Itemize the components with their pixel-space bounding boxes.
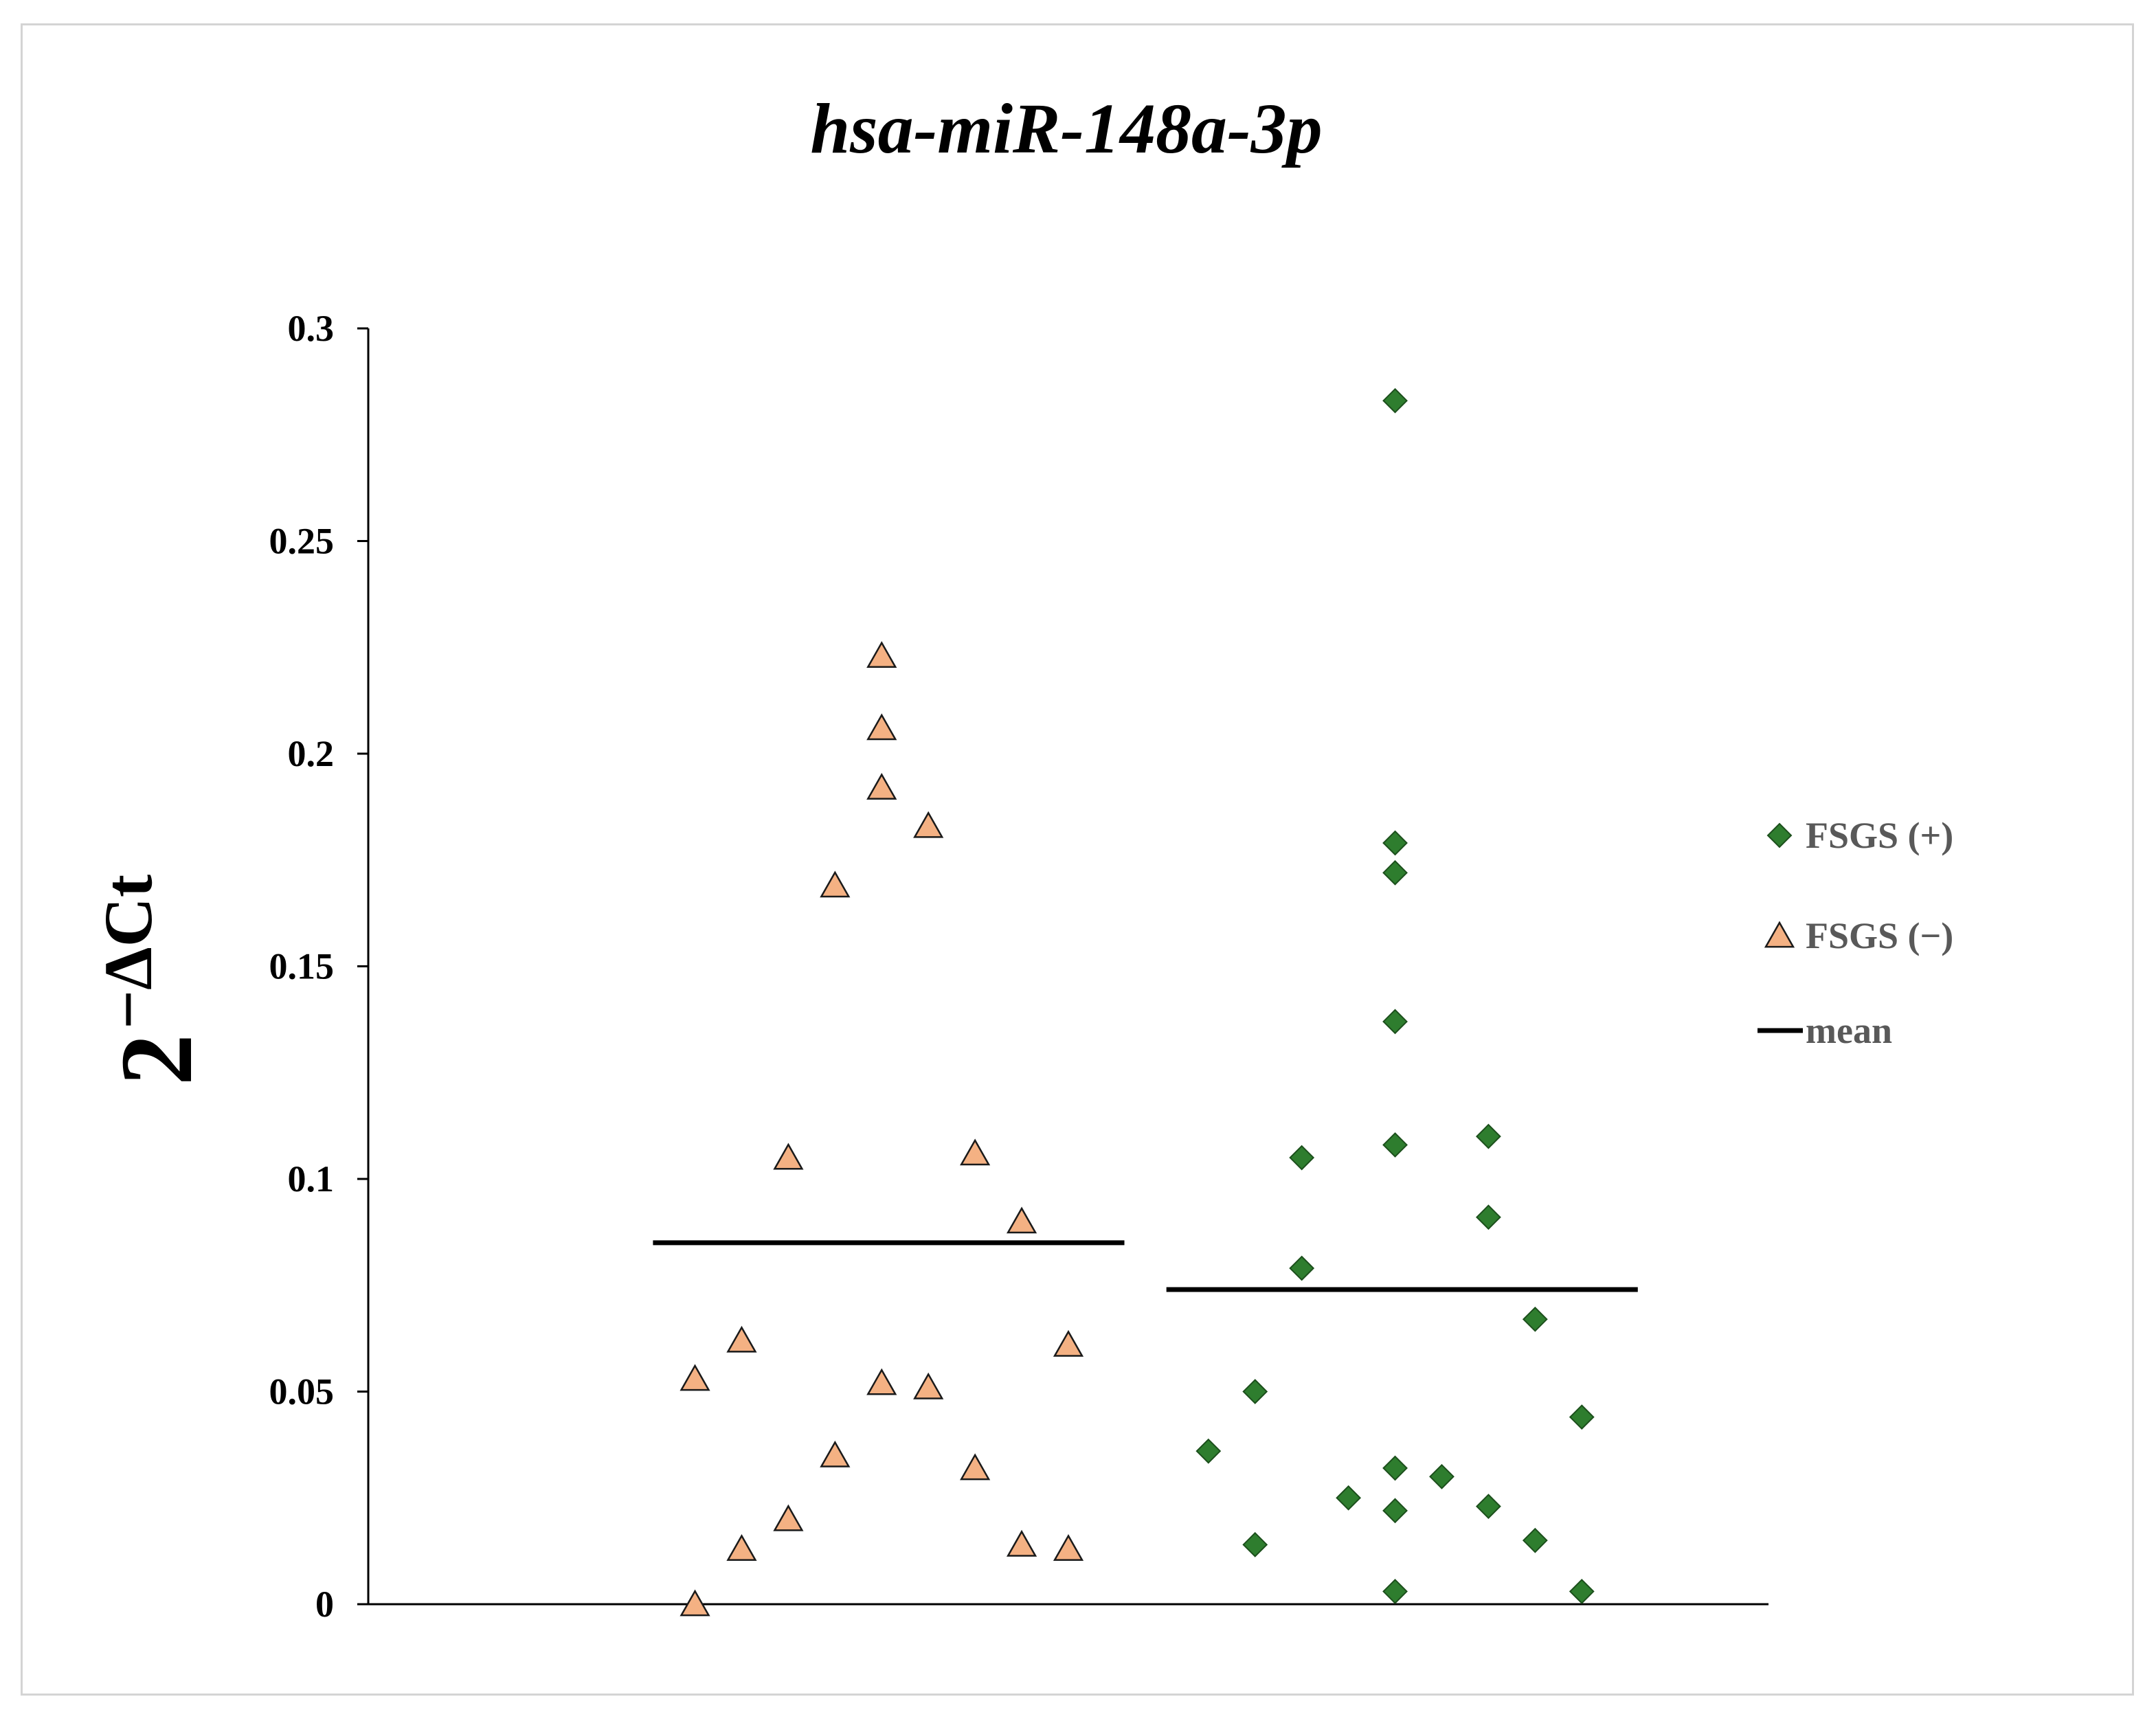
data-point-fsgs-negative [680, 1589, 710, 1617]
y-tick-label: 0 [315, 1584, 334, 1625]
y-tick-label: 0.3 [288, 308, 335, 349]
data-point-fsgs-negative [866, 1368, 897, 1395]
legend-label: FSGS (+) [1806, 815, 1953, 856]
data-point-fsgs-positive [1195, 1438, 1222, 1464]
data-point-fsgs-positive [1289, 1145, 1315, 1171]
data-point-fsgs-positive [1475, 1494, 1501, 1520]
data-point-fsgs-negative [680, 1364, 710, 1391]
data-point-fsgs-positive [1522, 1306, 1548, 1332]
chart-title: hsa-miR-148a-3p [810, 89, 1322, 168]
data-point-fsgs-positive [1382, 1498, 1408, 1524]
data-point-fsgs-negative [1053, 1329, 1084, 1357]
legend: FSGS (+) FSGS (−) mean [1758, 815, 1953, 1051]
legend-diamond-icon [1766, 822, 1793, 848]
y-axis-label: 2 −ΔCt [90, 875, 214, 1086]
data-point-fsgs-positive [1429, 1463, 1455, 1489]
data-point-fsgs-positive [1382, 387, 1408, 414]
data-point-fsgs-negative [866, 713, 897, 741]
legend-label: FSGS (−) [1806, 915, 1953, 956]
data-point-fsgs-negative [1006, 1206, 1037, 1234]
data-point-fsgs-positive [1382, 1132, 1408, 1158]
data-point-fsgs-negative [913, 1372, 944, 1399]
y-axis-label-exponent: −ΔCt [90, 875, 166, 1029]
data-point-fsgs-positive [1382, 1455, 1408, 1481]
data-point-fsgs-positive [1475, 1204, 1501, 1230]
data-point-fsgs-positive [1242, 1379, 1268, 1404]
data-point-fsgs-positive [1382, 830, 1408, 856]
y-tick-label: 0.25 [269, 521, 335, 562]
mean-lines [653, 1240, 1638, 1292]
axes [367, 328, 1768, 1606]
data-point-fsgs-negative [866, 772, 897, 800]
data-point-fsgs-positive [1336, 1485, 1362, 1511]
data-point-fsgs-negative [773, 1504, 804, 1531]
data-point-fsgs-positive [1569, 1404, 1595, 1430]
data-point-fsgs-negative [960, 1138, 991, 1166]
y-tick-label: 0.15 [269, 946, 335, 987]
data-point-fsgs-negative [820, 1440, 851, 1467]
chart-frame [21, 23, 2134, 1696]
data-point-fsgs-positive [1382, 1009, 1408, 1035]
legend-triangle-icon [1764, 921, 1795, 948]
data-point-fsgs-negative [726, 1533, 757, 1561]
data-points [680, 387, 1595, 1617]
data-point-fsgs-negative [1006, 1529, 1037, 1557]
data-point-fsgs-positive [1289, 1255, 1315, 1281]
legend-label: mean [1806, 1010, 1892, 1051]
y-tick-label: 0.1 [288, 1158, 335, 1200]
data-point-fsgs-negative [866, 641, 897, 668]
data-point-fsgs-negative [726, 1325, 757, 1353]
data-point-fsgs-positive [1382, 1579, 1408, 1604]
data-point-fsgs-positive [1242, 1531, 1268, 1557]
data-point-fsgs-negative [820, 870, 851, 898]
data-point-fsgs-negative [1053, 1533, 1084, 1561]
y-tick-label: 0.2 [288, 733, 335, 774]
data-point-fsgs-negative [773, 1143, 804, 1170]
data-point-fsgs-negative [913, 811, 944, 838]
data-point-fsgs-positive [1522, 1527, 1548, 1553]
y-tick-label: 0.05 [269, 1371, 335, 1413]
y-axis-ticks: 0 0.05 0.1 0.15 0.2 0.25 0.3 [269, 308, 368, 1625]
data-point-fsgs-positive [1475, 1123, 1501, 1149]
data-point-fsgs-positive [1569, 1579, 1595, 1604]
data-point-fsgs-positive [1382, 859, 1408, 886]
y-axis-label-base: 2 [100, 1034, 214, 1086]
data-point-fsgs-negative [960, 1453, 991, 1481]
